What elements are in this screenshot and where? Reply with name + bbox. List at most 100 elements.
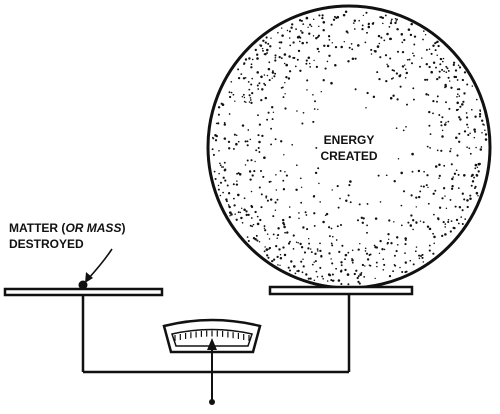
stipple-dot — [314, 260, 317, 263]
stipple-dot — [249, 99, 252, 101]
stipple-dot — [336, 225, 339, 228]
stipple-dot — [217, 113, 220, 116]
stipple-dot — [371, 22, 375, 25]
stipple-dot — [326, 44, 330, 48]
stipple-dot — [360, 216, 363, 219]
stipple-dot — [274, 138, 277, 141]
stipple-dot — [263, 82, 265, 85]
stipple-dot — [449, 150, 452, 153]
stipple-dot — [324, 67, 327, 70]
stipple-dot — [443, 164, 446, 167]
stipple-dot — [477, 170, 480, 173]
stipple-dot — [307, 56, 311, 60]
stipple-dot — [453, 172, 457, 175]
stipple-dot — [249, 178, 252, 181]
stipple-dot — [378, 252, 381, 255]
stipple-dot — [248, 57, 251, 60]
stipple-dot — [282, 179, 285, 182]
stipple-dot — [369, 264, 372, 267]
stipple-dot — [263, 156, 266, 159]
stipple-dot — [302, 258, 304, 260]
stipple-dot — [349, 201, 352, 204]
stipple-dot — [426, 174, 429, 177]
stipple-dot — [406, 58, 409, 61]
stipple-dot — [442, 60, 444, 63]
stipple-dot — [215, 122, 218, 125]
stipple-dot — [450, 220, 453, 222]
stipple-dot — [260, 98, 263, 102]
stipple-dot — [251, 91, 254, 95]
stipple-dot — [389, 57, 392, 60]
stipple-dot — [429, 147, 431, 149]
stipple-dot — [426, 145, 429, 148]
stipple-dot — [266, 199, 269, 202]
stipple-dot — [450, 86, 453, 89]
stipple-dot — [328, 235, 331, 238]
stipple-dot — [452, 61, 456, 64]
stipple-dot — [422, 221, 425, 224]
stipple-dot — [331, 262, 334, 265]
stipple-dot — [458, 95, 461, 97]
stipple-dot — [358, 203, 361, 206]
stipple-dot — [303, 251, 307, 254]
stipple-dot — [314, 100, 316, 103]
stipple-dot — [282, 96, 285, 99]
stipple-dot — [296, 110, 298, 112]
stipple-dot — [282, 246, 285, 249]
stipple-dot — [271, 118, 274, 121]
stipple-dot — [266, 74, 269, 77]
stipple-dot — [422, 261, 425, 263]
stipple-dot — [228, 211, 232, 214]
stipple-dot — [280, 57, 283, 60]
stipple-dot — [293, 265, 296, 268]
stipple-dot — [379, 239, 382, 243]
stipple-dot — [478, 115, 482, 118]
stipple-dot — [281, 86, 284, 89]
stipple-dot — [434, 42, 437, 45]
stipple-dot — [287, 77, 291, 80]
stipple-dot — [310, 251, 313, 254]
stipple-dot — [331, 244, 334, 247]
stipple-dot — [379, 16, 381, 18]
stipple-dot — [260, 206, 263, 209]
stipple-dot — [243, 96, 246, 99]
stipple-dot — [245, 210, 248, 213]
stipple-dot — [235, 142, 238, 146]
stipple-dot — [270, 127, 273, 130]
stipple-dot — [400, 224, 403, 227]
stipple-dot — [337, 279, 341, 282]
stipple-dot — [457, 187, 460, 189]
stipple-dot — [380, 36, 383, 39]
stipple-dot — [317, 108, 319, 111]
stipple-dot — [467, 126, 469, 129]
stipple-dot — [358, 19, 360, 22]
stipple-dot — [296, 36, 300, 39]
stipple-dot — [266, 48, 269, 52]
stipple-dot — [402, 65, 405, 68]
stipple-dot — [257, 146, 260, 150]
stipple-dot — [288, 269, 292, 272]
stipple-dot — [462, 100, 465, 103]
stipple-dot — [276, 237, 278, 239]
stipple-dot — [427, 202, 430, 205]
stipple-dot — [366, 91, 369, 95]
stipple-dot — [268, 246, 272, 250]
stipple-dot — [271, 259, 274, 263]
stipple-dot — [340, 45, 343, 49]
stipple-dot — [386, 63, 388, 66]
stipple-dot — [436, 77, 439, 81]
stipple-dot — [291, 23, 294, 26]
stipple-dot — [402, 129, 405, 132]
stipple-dot — [457, 64, 460, 67]
stipple-dot — [361, 24, 364, 27]
stipple-dot — [249, 224, 252, 227]
stipple-dot — [313, 261, 315, 263]
stipple-dot — [437, 44, 440, 48]
stipple-dot — [343, 40, 346, 43]
stipple-dot — [223, 137, 227, 140]
stipple-dot — [418, 254, 421, 257]
stipple-dot — [438, 174, 441, 178]
stipple-dot — [411, 152, 414, 156]
stipple-dot — [261, 88, 264, 91]
stipple-dot — [299, 69, 302, 72]
